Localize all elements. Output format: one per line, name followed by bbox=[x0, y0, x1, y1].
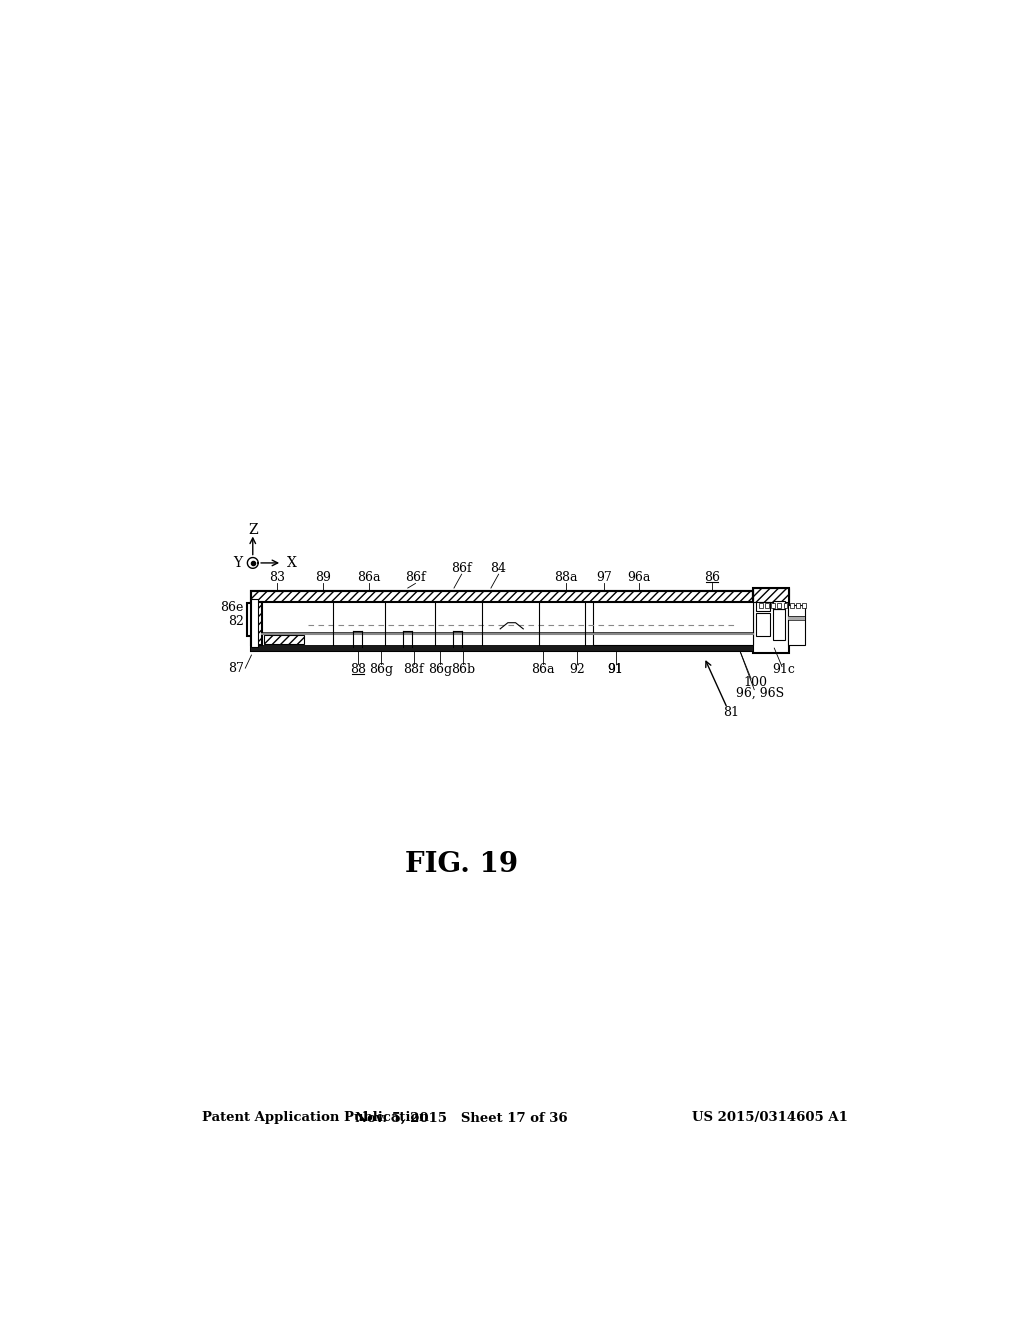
Text: 88f: 88f bbox=[403, 663, 424, 676]
Text: 86: 86 bbox=[703, 570, 720, 583]
Bar bbox=[252, 591, 753, 651]
Text: 89: 89 bbox=[315, 570, 331, 583]
Text: 82: 82 bbox=[228, 615, 244, 628]
Text: 88: 88 bbox=[350, 663, 366, 676]
Bar bbox=[756, 612, 770, 636]
Text: 96a: 96a bbox=[627, 570, 650, 583]
Bar bbox=[788, 605, 805, 645]
Bar bbox=[790, 603, 794, 609]
Text: Nov. 5, 2015   Sheet 17 of 36: Nov. 5, 2015 Sheet 17 of 36 bbox=[355, 1111, 568, 1125]
Bar bbox=[773, 609, 785, 640]
Text: 86f: 86f bbox=[452, 561, 472, 574]
Text: FIG. 19: FIG. 19 bbox=[406, 851, 518, 878]
Text: 86a: 86a bbox=[531, 663, 555, 676]
Bar bbox=[252, 599, 258, 647]
Bar bbox=[252, 591, 753, 602]
Text: 91: 91 bbox=[607, 663, 624, 676]
Text: 84: 84 bbox=[490, 561, 507, 574]
Text: 91: 91 bbox=[607, 663, 624, 676]
Text: Y: Y bbox=[232, 556, 242, 570]
Bar bbox=[788, 615, 805, 620]
Text: 97: 97 bbox=[596, 570, 612, 583]
Text: 81: 81 bbox=[723, 706, 739, 719]
Bar bbox=[796, 603, 800, 609]
Bar bbox=[593, 602, 753, 645]
Text: 91c: 91c bbox=[772, 663, 795, 676]
Text: 87: 87 bbox=[228, 661, 244, 675]
Bar bbox=[777, 603, 781, 609]
Text: 86f: 86f bbox=[406, 570, 426, 583]
Bar bbox=[264, 635, 304, 644]
Text: 86g: 86g bbox=[369, 663, 393, 676]
Bar bbox=[753, 589, 788, 653]
Text: 86g: 86g bbox=[428, 663, 453, 676]
Bar bbox=[771, 603, 775, 609]
Bar bbox=[765, 603, 769, 609]
Bar bbox=[759, 603, 763, 609]
Bar bbox=[247, 603, 252, 636]
Text: 86e: 86e bbox=[220, 602, 244, 614]
Text: 83: 83 bbox=[269, 570, 285, 583]
Text: 100: 100 bbox=[743, 676, 768, 689]
Text: US 2015/0314605 A1: US 2015/0314605 A1 bbox=[692, 1111, 848, 1125]
Text: X: X bbox=[287, 556, 297, 570]
Text: 86b: 86b bbox=[452, 663, 475, 676]
Bar bbox=[756, 602, 770, 611]
Text: Z: Z bbox=[248, 523, 258, 537]
Bar bbox=[783, 603, 787, 609]
Bar bbox=[252, 645, 753, 651]
Bar bbox=[802, 603, 806, 609]
Bar bbox=[753, 589, 788, 602]
Text: 92: 92 bbox=[569, 663, 585, 676]
Bar bbox=[252, 602, 262, 645]
Text: 96, 96S: 96, 96S bbox=[736, 686, 784, 700]
Text: 88a: 88a bbox=[554, 570, 578, 583]
Bar bbox=[773, 601, 785, 609]
Text: 86a: 86a bbox=[357, 570, 381, 583]
Text: Patent Application Publication: Patent Application Publication bbox=[202, 1111, 428, 1125]
